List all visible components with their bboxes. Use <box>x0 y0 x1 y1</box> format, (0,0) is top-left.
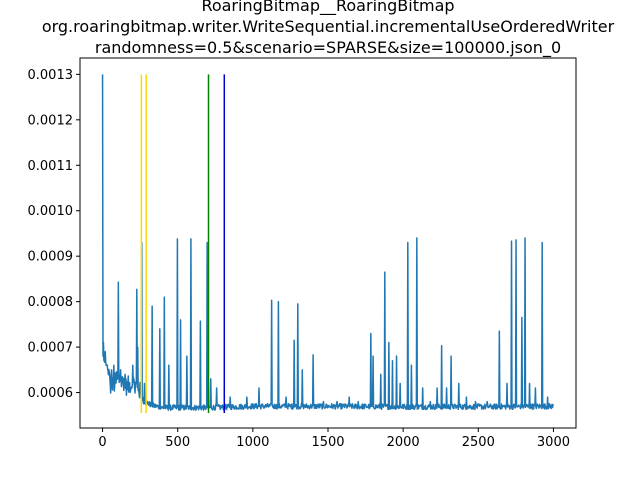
plot-frame <box>79 57 577 429</box>
chart-title-line-3: randomness=0.5&scenario=SPARSE&size=1000… <box>95 38 561 58</box>
plot-series <box>101 74 555 411</box>
x-tick-label: 1000 <box>236 435 269 450</box>
y-tick-label: 0.0012 <box>28 113 74 128</box>
x-tick-label: 1500 <box>311 435 344 450</box>
y-tick-label: 0.0009 <box>28 250 74 265</box>
y-tick-label: 0.0013 <box>28 68 74 83</box>
y-tick-label: 0.0010 <box>28 204 74 219</box>
x-tick-label: 500 <box>165 435 190 450</box>
x-tick-label: 3000 <box>537 435 570 450</box>
y-tick-label: 0.0008 <box>28 295 74 310</box>
x-tick-label: 2000 <box>387 435 420 450</box>
x-tick-label: 0 <box>98 435 106 450</box>
x-tick-label: 2500 <box>462 435 495 450</box>
y-tick-label: 0.0011 <box>28 159 74 174</box>
plot-vlines <box>140 74 226 413</box>
y-tick-label: 0.0007 <box>28 341 74 356</box>
y-tick-label: 0.0006 <box>28 386 74 401</box>
x-axis: 0 500 1000 1500 2000 2500 3000 <box>98 428 570 450</box>
series-line-0 <box>101 74 555 411</box>
chart-title-line-2: org.roaringbitmap.writer.WriteSequential… <box>42 17 615 36</box>
chart-title-line-1: RoaringBitmap__RoaringBitmap <box>201 0 454 16</box>
y-axis: 0.0006 0.0007 0.0008 0.0009 0.0010 0.0011 0.00… <box>28 68 80 401</box>
